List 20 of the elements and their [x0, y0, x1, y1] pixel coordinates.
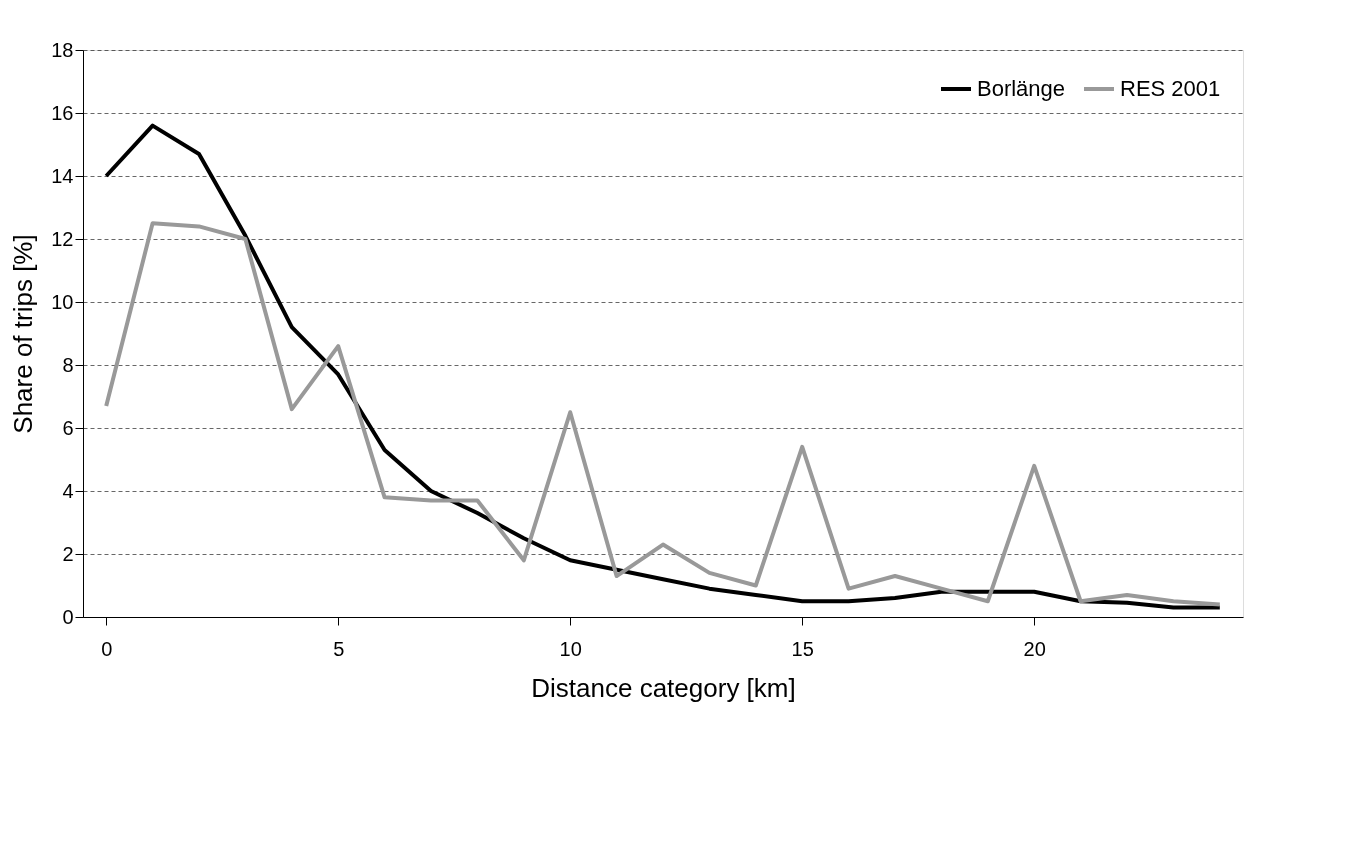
- x-tick-label: 15: [791, 637, 814, 660]
- line-series: [104, 221, 1222, 607]
- y-tick-label: 18: [51, 38, 74, 61]
- y-tick-label: 4: [62, 479, 74, 502]
- x-tick-label: 20: [1023, 637, 1046, 660]
- y-axis-title: Share of trips [%]: [8, 234, 39, 434]
- y-tick-label: 8: [62, 353, 74, 376]
- y-tick-label: 10: [51, 290, 74, 313]
- y-tick-label: 2: [62, 542, 74, 565]
- y-tick-label: 16: [51, 101, 74, 124]
- x-tick-label: 10: [559, 637, 582, 660]
- legend-label: Borlänge: [977, 76, 1066, 101]
- legend-label: RES 2001: [1120, 76, 1221, 101]
- y-tick-label: 0: [62, 605, 74, 628]
- x-tick-label: 0: [101, 637, 113, 660]
- y-tick-label: 6: [62, 416, 74, 439]
- x-axis-title: Distance category [km]: [531, 672, 796, 703]
- y-tick-label: 14: [51, 164, 74, 187]
- y-tick-label: 12: [51, 227, 74, 250]
- x-tick-label: 5: [333, 637, 345, 660]
